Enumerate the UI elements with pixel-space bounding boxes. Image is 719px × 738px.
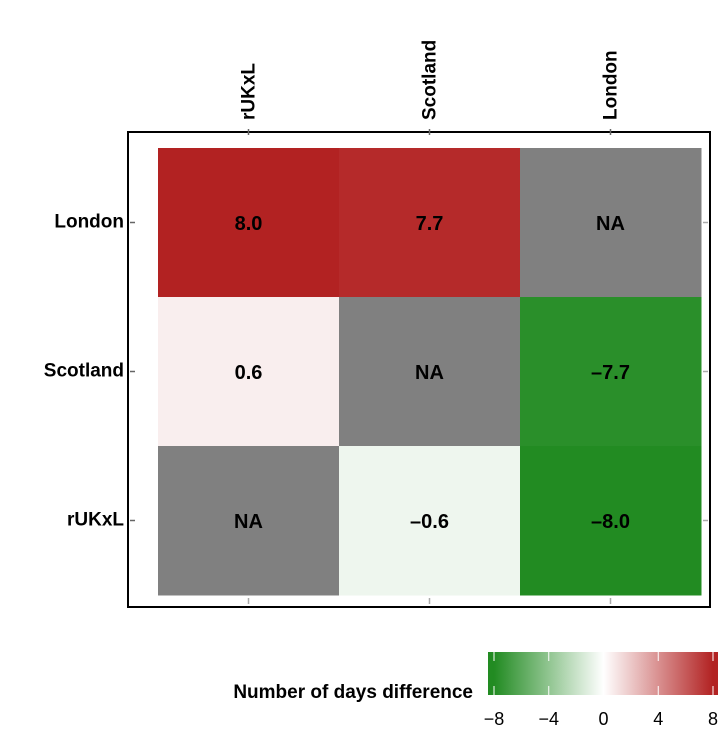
x-tick-label: Scotland [420,40,441,120]
y-tick-label: rUKxL [67,510,124,531]
x-tick-label: London [601,50,622,120]
cell-label: 0.6 [235,362,263,384]
cell [158,148,340,298]
cell [520,297,702,447]
cell-label: NA [596,213,625,235]
colorbar-tick-label: −4 [538,709,559,729]
cell-label: 7.7 [416,213,444,235]
cell-label: NA [415,362,444,384]
colorbar-tick-label: 4 [653,709,663,729]
cell-label: NA [234,511,263,533]
cell [339,446,521,596]
cell [339,297,521,447]
cell-label: –8.0 [591,511,630,533]
colorbar-tick-label: 8 [708,709,718,729]
cell [158,446,340,596]
colorbar-tick-label: 0 [598,709,608,729]
cell-label: 8.0 [235,213,263,235]
y-tick-label: London [54,212,124,233]
cell [339,148,521,298]
colorbar-tick-label: −8 [484,709,505,729]
panel-border [127,131,711,608]
cell [520,446,702,596]
cell [158,297,340,447]
cell [520,148,702,298]
colorbar-end [712,652,718,695]
colorbar-end [488,652,495,695]
x-tick-label: rUKxL [239,63,260,120]
cell-label: –7.7 [591,362,630,384]
cell-label: –0.6 [410,511,449,533]
legend-title: Number of days difference [233,682,473,703]
y-tick-label: Scotland [44,361,124,382]
